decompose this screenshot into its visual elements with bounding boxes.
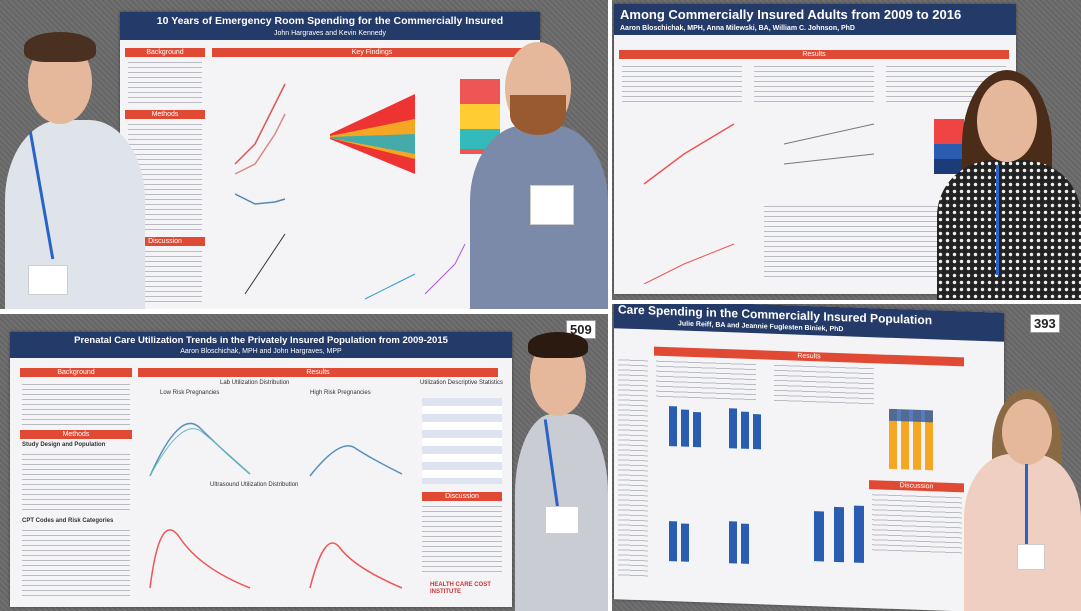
section-header: Background [125,48,205,57]
section-header: Results [619,50,1009,59]
section-header: Background [20,368,132,377]
hcci-logo: HEALTH CARE COST INSTITUTE [430,582,491,595]
poster-authors: Aaron Bloschichak, MPH, Anna Milewski, B… [620,24,855,32]
subheading: High Risk Pregnancies [310,390,371,396]
photo-commercially-insured-adults-poster: Among Commercially Insured Adults from 2… [612,0,1081,300]
photo-prenatal-care-poster: Prenatal Care Utilization Trends in the … [0,314,608,611]
section-header: Methods [20,430,132,439]
photo-care-spending-poster: Care Spending in the Commercially Insure… [612,304,1081,611]
poster-charts [149,422,403,589]
subheading: Study Design and Population [22,442,106,448]
poster-authors: Aaron Bloschichak, MPH and John Hargrave… [180,348,342,356]
section-header: Methods [125,110,205,119]
photo-er-spending-poster: 10 Years of Emergency Room Spending for … [0,0,608,309]
poster-charts [643,119,964,284]
section-header: Discussion [422,492,502,501]
subheading: Utilization Descriptive Statistics [420,380,504,386]
poster-authors: John Hargraves and Kevin Kennedy [273,29,387,37]
poster-title: 10 Years of Emergency Room Spending for … [156,15,504,27]
poster-title: Among Commercially Insured Adults from 2… [620,7,962,22]
poster-banner: 10 Years of Emergency Room Spending for … [120,12,540,40]
section-header: Key Findings [212,48,532,57]
poster-banner: Among Commercially Insured Adults from 2… [614,4,1016,35]
board-number: 393 [1030,314,1060,333]
subheading: Lab Utilization Distribution [220,380,290,386]
section-header: Discussion [125,237,205,246]
poster-title: Prenatal Care Utilization Trends in the … [74,335,448,346]
poster-banner: Prenatal Care Utilization Trends in the … [10,332,512,359]
subheading: CPT Codes and Risk Categories [22,518,114,524]
section-header: Results [138,368,498,377]
poster-charts [669,406,933,564]
subheading: Low Risk Pregnancies [160,390,220,396]
poster: Care Spending in the Commercially Insure… [614,304,1004,611]
poster: Prenatal Care Utilization Trends in the … [10,332,512,607]
subheading: Ultrasound Utilization Distribution [210,482,299,488]
